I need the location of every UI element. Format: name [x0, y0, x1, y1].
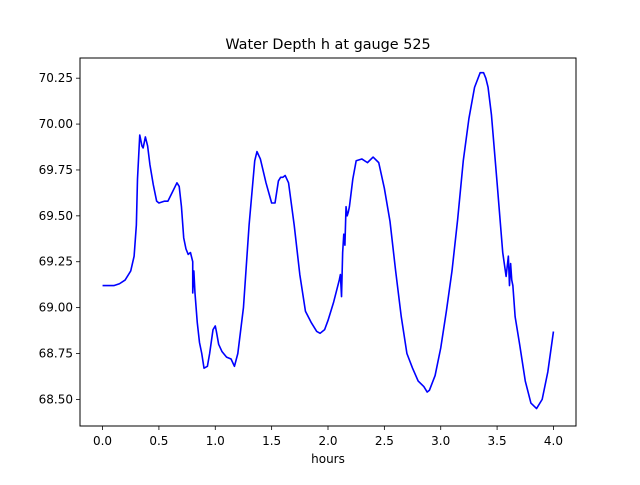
x-tick-label: 2.5	[375, 434, 394, 448]
y-tick-label: 69.00	[39, 301, 73, 315]
x-axis-ticks: 0.0 0.5 1.0 1.5 2.0 2.5 3.0 3.5 4.0	[93, 426, 563, 448]
y-axis-ticks: 68.50 68.75 69.00 69.25 69.50 69.75 70.00 70.25	[39, 71, 80, 406]
x-tick-label: 3.5	[488, 434, 507, 448]
y-tick-label: 68.50	[39, 392, 73, 406]
x-tick-label: 4.0	[544, 434, 563, 448]
x-axis-label: hours	[311, 452, 345, 466]
y-tick-label: 69.75	[39, 163, 73, 177]
x-tick-label: 3.0	[431, 434, 450, 448]
plot-area	[102, 71, 555, 410]
y-tick-label: 68.75	[39, 347, 73, 361]
x-tick-label: 1.0	[206, 434, 225, 448]
y-tick-label: 70.25	[39, 71, 73, 85]
y-tick-label: 69.25	[39, 255, 73, 269]
y-tick-label: 69.50	[39, 209, 73, 223]
x-tick-label: 0.5	[149, 434, 168, 448]
chart-title: Water Depth h at gauge 525	[225, 37, 430, 53]
y-tick-label: 70.00	[39, 117, 73, 131]
x-tick-label: 0.0	[93, 434, 112, 448]
series-line-water-depth	[102, 71, 555, 410]
x-tick-label: 1.5	[262, 434, 281, 448]
x-tick-label: 2.0	[318, 434, 337, 448]
